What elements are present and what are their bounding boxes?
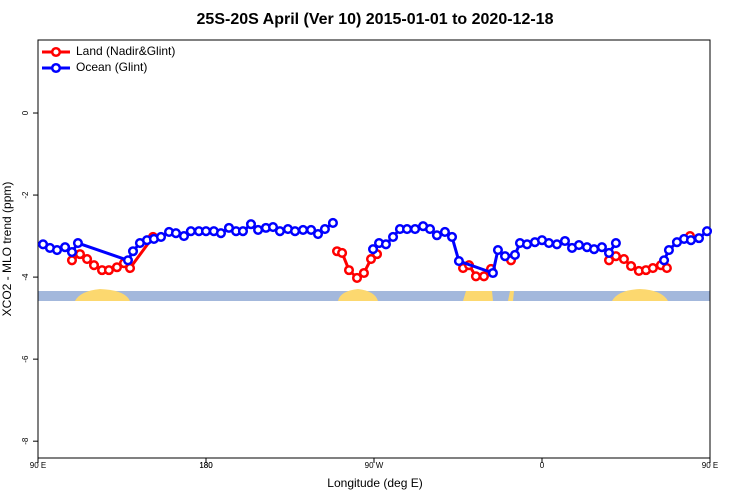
data-point [647,263,658,274]
data-point [439,226,450,238]
data-point [170,228,181,239]
data-point [661,263,672,274]
data-point [478,271,489,282]
chart-title: 25S-20S April (Ver 10) 2015-01-01 to 202… [197,11,554,28]
data-point [596,242,607,253]
data-point [343,265,355,276]
data-point [72,238,83,249]
data-point [470,271,481,282]
data-point [358,267,369,279]
data-point [380,239,391,250]
y-tick-label: -6 [21,355,30,363]
data-point [200,226,212,237]
data-point [573,240,585,251]
x-tick-label: 90 W [365,461,384,470]
map-strip [38,289,710,301]
y-tick-label: -2 [21,191,30,199]
data-point [306,224,317,235]
x-tick-label: 90 E [30,461,46,470]
data-point [124,263,136,274]
y-axis-label: XCO2 - MLO trend (ppm) [0,182,14,317]
data-point [127,246,139,257]
data-point [253,224,264,235]
data-point [337,247,348,258]
data-point [274,226,285,237]
data-point [659,255,670,266]
data-point [618,254,629,265]
data-point [82,254,93,265]
data-point [215,228,226,239]
y-tick-label: 0 [21,110,30,115]
data-point [701,226,713,237]
data-point [431,230,442,241]
data-point [103,265,114,276]
data-point [66,255,78,266]
data-point [298,224,309,235]
x-tick-label: 0 [540,461,545,470]
legend-marker [50,62,62,74]
legend-label: Land (Nadir&Glint) [76,44,175,58]
data-point [185,226,196,237]
x-tick-label: 180 [199,461,213,470]
data-point [155,231,167,242]
data-point [589,244,600,255]
data-point [509,249,520,260]
x-tick-label: 90 E [702,461,718,470]
data-point [312,228,324,240]
data-point [237,226,249,237]
land-strip [612,289,668,301]
x-tick-label: 180 [199,461,213,470]
data-point [499,251,511,262]
data-point [603,247,615,258]
data-point [327,217,338,229]
land-strip [75,289,130,301]
data-point [543,238,554,249]
data-point [245,219,257,230]
data-point [410,224,421,235]
data-point [559,235,571,247]
data-point [551,239,562,250]
y-tick-label: -8 [21,437,30,445]
data-point [88,260,100,271]
data-point [319,224,330,235]
y-tick-label: -4 [21,273,30,281]
data-point [685,235,697,246]
land-strip [338,289,378,301]
data-point [60,242,71,253]
data-point [387,231,399,242]
x-axis-label: Longitude (deg E) [327,476,422,490]
land-strip [508,291,514,301]
legend-label: Ocean (Glint) [76,60,147,74]
data-point [625,260,637,272]
data-point [122,255,134,266]
data-point [51,244,63,256]
data-point [368,244,379,255]
data-point [401,224,413,235]
data-point [453,256,464,267]
data-point [424,224,436,235]
data-point [289,226,301,237]
data-point [446,231,458,242]
data-point [610,238,621,249]
data-point [693,233,705,244]
data-point [663,244,674,256]
data-point [365,254,377,265]
land-strip [463,291,493,301]
data-point [487,267,498,279]
legend-marker [50,46,62,58]
data-point [178,231,190,242]
data-point [492,244,503,256]
data-point [267,222,279,233]
data-point [351,272,363,283]
data-point [111,262,123,273]
data-point [522,239,533,250]
data-point [66,247,78,258]
